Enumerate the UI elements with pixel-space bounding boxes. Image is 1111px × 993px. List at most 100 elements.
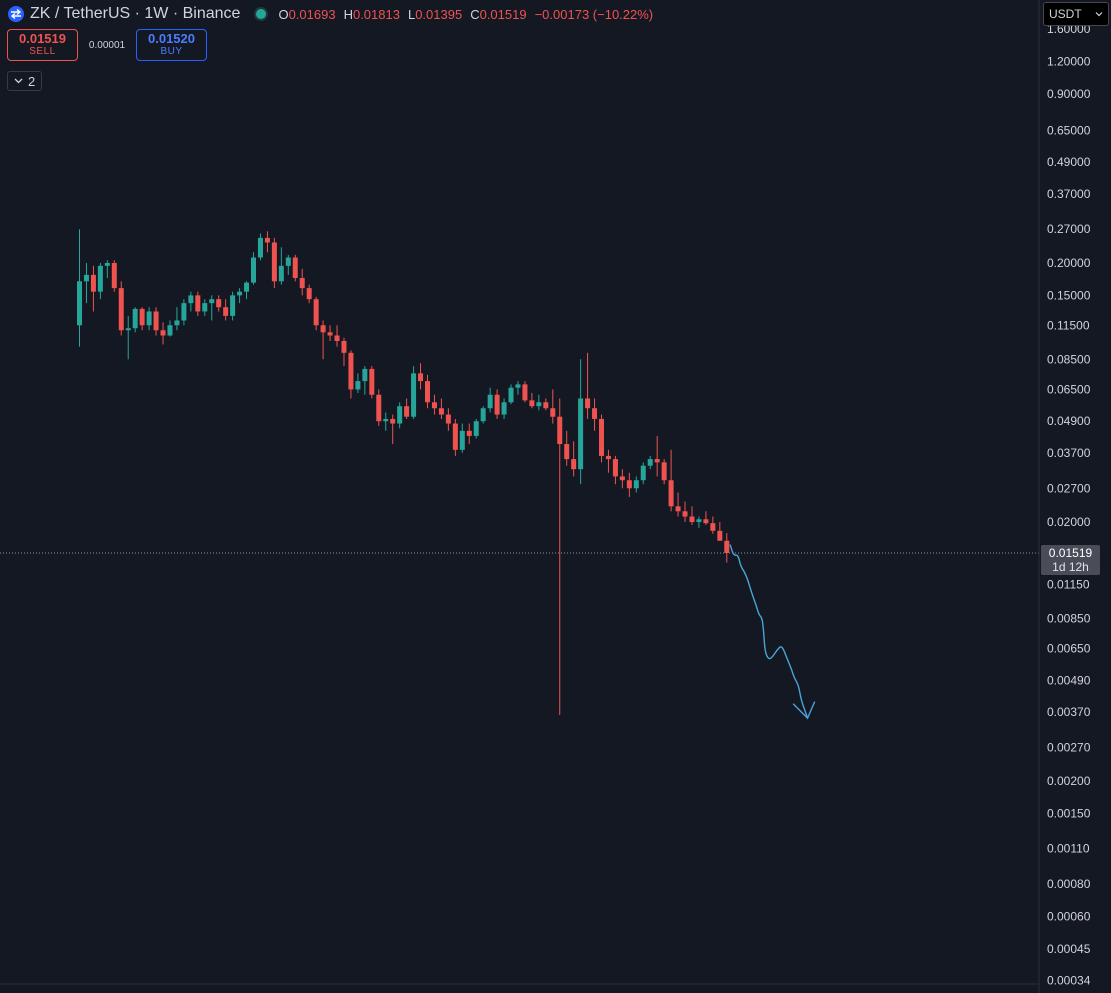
candle	[390, 414, 396, 445]
candle	[278, 247, 284, 285]
candle	[508, 384, 514, 405]
candle-body	[473, 421, 479, 436]
candle	[77, 229, 82, 347]
candle	[174, 307, 180, 331]
candle-body	[195, 295, 201, 312]
candle	[181, 299, 187, 326]
exchange-arrows-icon[interactable]	[8, 6, 24, 22]
candle-body	[306, 288, 312, 300]
candle-body	[675, 506, 681, 512]
candle	[536, 394, 542, 411]
candle-body	[480, 408, 486, 422]
chevron-down-icon	[14, 78, 23, 84]
candle-body	[397, 406, 403, 424]
candle-body	[494, 394, 500, 415]
candle	[682, 501, 688, 523]
candle	[661, 459, 667, 485]
candle	[480, 406, 486, 424]
price-tick-label: 0.20000	[1047, 256, 1091, 270]
candle-body	[689, 516, 695, 523]
sell-label: SELL	[29, 46, 56, 57]
candle-body	[90, 274, 96, 292]
ohlc-open: 0.01693	[288, 6, 336, 22]
candle	[369, 366, 375, 399]
candle	[97, 263, 103, 300]
candle-body	[418, 373, 424, 382]
candle	[494, 389, 500, 419]
candle	[125, 315, 131, 360]
price-tick-label: 0.00060	[1047, 910, 1091, 924]
candle-body	[445, 414, 451, 424]
candle-body	[278, 265, 284, 282]
ohlc-key: L	[407, 6, 416, 22]
candle-body	[696, 519, 702, 523]
buy-label: BUY	[160, 46, 183, 57]
price-tick-label: 0.37000	[1047, 187, 1091, 201]
candle-body	[216, 299, 222, 308]
symbol-title[interactable]: ZK / TetherUS · 1W · Binance	[30, 5, 241, 22]
market-status-icon[interactable]	[254, 7, 269, 21]
candle	[418, 363, 424, 390]
candle	[104, 260, 110, 279]
candle-body	[271, 242, 277, 282]
candle-body	[285, 257, 291, 266]
spread-value: 0.00001	[88, 39, 126, 51]
candle-body	[362, 368, 368, 382]
price-tick-label: 0.00150	[1047, 806, 1091, 820]
candle	[626, 472, 632, 497]
trend-drawing[interactable]	[729, 544, 816, 720]
candle	[111, 260, 117, 292]
candle	[459, 423, 465, 453]
candle	[550, 389, 556, 424]
candle-body	[209, 299, 215, 304]
candle	[696, 516, 702, 528]
candle	[271, 237, 277, 289]
price-tick-label: 0.65000	[1047, 123, 1091, 137]
candle	[299, 268, 305, 296]
candle-body	[459, 430, 465, 450]
buy-button[interactable]: 0.01520 BUY	[136, 29, 207, 61]
candle-body	[404, 406, 410, 417]
candle	[355, 373, 361, 393]
indicators-toggle[interactable]: 2	[7, 71, 43, 91]
candle	[160, 322, 166, 345]
candle-body	[536, 402, 542, 407]
candle-body	[654, 459, 660, 463]
candle-body	[97, 265, 103, 292]
price-tick-label: 0.08500	[1047, 352, 1091, 366]
candle-body	[682, 511, 688, 517]
symbol-legend: ZK / TetherUS · 1W · Binance O0.01693 H0…	[8, 4, 653, 24]
candle-body	[160, 330, 166, 336]
indicators-count: 2	[28, 73, 36, 89]
candle-body	[411, 373, 417, 417]
ohlc-low: 0.01395	[415, 6, 463, 22]
price-tick-label: 0.90000	[1047, 87, 1091, 101]
candle-body	[174, 320, 180, 326]
candle	[376, 389, 382, 426]
candle-body	[390, 418, 396, 424]
candle	[592, 398, 598, 431]
candle-body	[153, 311, 159, 331]
candle-body	[585, 398, 591, 409]
candle	[689, 506, 695, 525]
candle	[585, 352, 591, 419]
candle-body	[501, 402, 507, 415]
candle	[83, 263, 89, 304]
candle	[404, 398, 410, 419]
candle	[167, 320, 173, 337]
candle-body	[633, 480, 639, 489]
trend-path[interactable]	[729, 544, 809, 719]
candle	[640, 462, 646, 485]
currency-select[interactable]: USDT	[1043, 2, 1109, 26]
candle	[501, 398, 507, 419]
candle-body	[292, 257, 298, 279]
candle-body	[515, 384, 521, 388]
price-tick-label: 0.11500	[1047, 318, 1090, 332]
price-tick-label: 1.20000	[1047, 54, 1091, 68]
sell-button[interactable]: 0.01519 SELL	[7, 29, 78, 61]
candle	[146, 307, 152, 331]
candle	[334, 325, 340, 347]
candle-body	[431, 402, 437, 409]
ohlc-values: O0.01693 H0.01813 L0.01395 C0.01519 −0.0…	[278, 7, 653, 22]
